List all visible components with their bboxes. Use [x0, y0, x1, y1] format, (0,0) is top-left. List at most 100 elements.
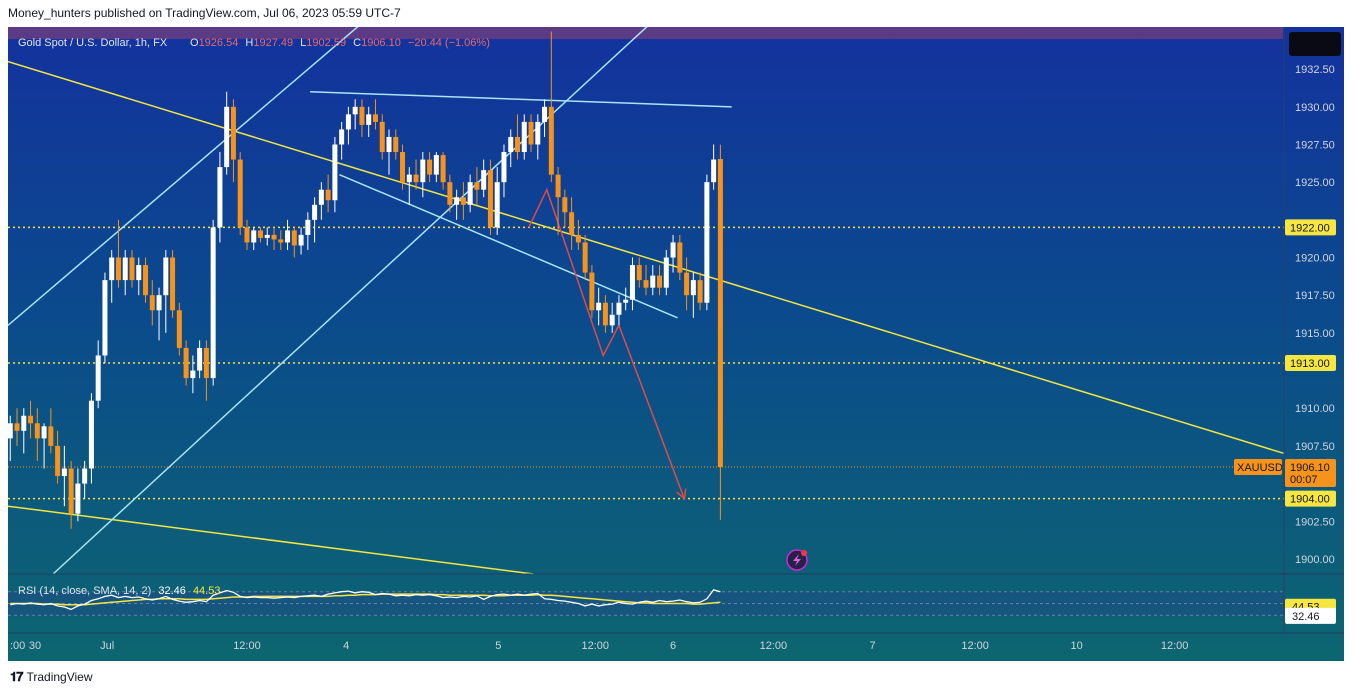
trading-chart[interactable]: 1900.00 1902.50 1907.50 1910.00 1915.00 1917.… [8, 27, 1344, 661]
candle-body [657, 275, 663, 288]
candle-body [312, 204, 318, 220]
candle-body [332, 144, 338, 201]
legend-o-label: O [190, 37, 199, 49]
rsi-value-tag [1285, 607, 1336, 624]
candle-body [14, 423, 20, 431]
candle [366, 106, 372, 137]
candle-body [359, 106, 365, 125]
candle [312, 197, 318, 243]
y-tick-label: 1930.00 [1295, 102, 1335, 114]
candle [487, 159, 493, 235]
candle [251, 227, 257, 250]
candle-body [420, 159, 426, 183]
rsi-legend-label: RSI (14, close, SMA, 14, 2) [18, 585, 151, 597]
candle-body [629, 265, 635, 300]
candle [325, 174, 331, 213]
candle-body [602, 302, 608, 326]
candle [663, 249, 669, 296]
candle-body [501, 152, 507, 183]
top-right-box[interactable] [1289, 32, 1341, 56]
y-tick-label: 1915.00 [1295, 328, 1335, 340]
legend-symbol: Gold Spot / U.S. Dollar, 1h, FX [18, 37, 168, 49]
candle [454, 189, 460, 220]
legend-o-value: 1926.54 [199, 37, 239, 49]
tradingview-logo-icon: 𝟏𝟕 [10, 669, 24, 684]
candle [474, 167, 480, 205]
candle [508, 129, 514, 168]
candle-body [643, 280, 649, 288]
candle-body [136, 265, 142, 281]
candle-body [609, 314, 615, 326]
rsi-line [10, 589, 721, 611]
candle [372, 99, 378, 130]
candle-body [122, 257, 128, 281]
candle-body [663, 257, 669, 288]
candle [305, 212, 311, 250]
candle-body [352, 106, 358, 115]
x-tick-label: 7 [870, 640, 876, 652]
channel-line-2 [8, 27, 359, 326]
candle-body [163, 257, 169, 296]
candle-body [474, 182, 480, 190]
candle-body [406, 174, 412, 183]
candle-body [183, 347, 189, 379]
candle-body [318, 189, 324, 205]
candle-body [41, 426, 47, 439]
legend-change: −20.44 (−1.06%) [408, 37, 490, 49]
candle [339, 121, 345, 160]
candle-body [75, 483, 81, 514]
candle [636, 257, 642, 288]
candle [136, 257, 142, 296]
candle [264, 227, 270, 246]
candle-body [460, 197, 466, 205]
candle [237, 152, 243, 235]
y-tick-label: 1900.00 [1295, 554, 1335, 566]
candle [129, 249, 135, 288]
candle [393, 129, 399, 160]
channel-line-3 [52, 27, 648, 575]
candle [711, 144, 717, 190]
candle [684, 257, 690, 311]
candle [467, 174, 473, 213]
candle [717, 144, 723, 520]
candle-body [285, 230, 291, 243]
candle-body [170, 257, 176, 311]
candle [75, 468, 81, 522]
candle [244, 219, 250, 250]
candle-body [34, 423, 40, 439]
x-tick-label: Jul [100, 640, 114, 652]
candle-body [291, 230, 297, 246]
candle [650, 265, 656, 296]
candle-body [237, 159, 243, 228]
candle [406, 167, 412, 205]
candle-body [95, 355, 101, 401]
level-price-tag [1285, 490, 1336, 507]
candle [413, 159, 419, 190]
candle-body [48, 426, 54, 446]
candle [203, 340, 209, 401]
x-tick-label: 6 [670, 640, 676, 652]
candle-body [129, 257, 135, 281]
candle-body [278, 239, 284, 243]
candle [82, 460, 88, 499]
y-tick-label: 1932.50 [1295, 64, 1335, 76]
x-tick-label: 4 [343, 640, 349, 652]
candle-body [210, 227, 216, 379]
y-tick-label: 1910.00 [1295, 403, 1335, 415]
candle-body [251, 230, 257, 243]
symbol-tag [1234, 459, 1282, 475]
chart-background [8, 27, 1344, 661]
candle [55, 430, 61, 484]
candle [575, 219, 581, 250]
candle-body [481, 170, 487, 190]
candle-body [589, 272, 595, 311]
candle [481, 159, 487, 198]
candle [670, 234, 676, 273]
footer-brand: 𝟏𝟕 TradingView [10, 669, 93, 685]
footer-brand-text: TradingView [26, 670, 93, 684]
alert-icon[interactable] [786, 549, 808, 571]
candle [257, 227, 263, 243]
candle [183, 340, 189, 386]
candle [521, 114, 527, 160]
candle [690, 272, 696, 318]
